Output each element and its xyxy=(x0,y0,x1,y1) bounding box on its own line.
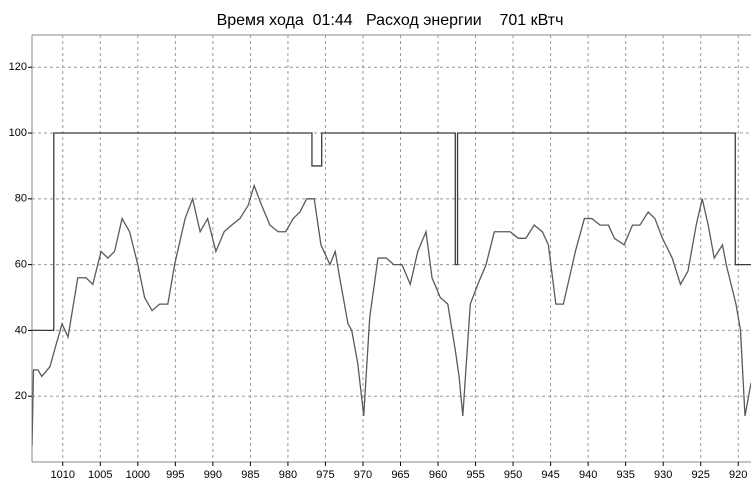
y-tick-label: 40 xyxy=(15,324,27,336)
chart-title: Время хода 01:44 Расход энергии 701 кВтч xyxy=(217,12,564,29)
x-tick-label: 990 xyxy=(204,469,222,481)
x-tick-label: 1000 xyxy=(126,469,150,481)
y-tick-label: 20 xyxy=(15,390,27,402)
y-tick-label: 80 xyxy=(15,193,27,205)
x-tick-label: 945 xyxy=(541,469,559,481)
x-tick-label: 955 xyxy=(466,469,484,481)
x-tick-label: 940 xyxy=(579,469,597,481)
x-tick-label: 920 xyxy=(729,469,747,481)
y-tick-label: 60 xyxy=(15,259,27,271)
y-tick-label: 100 xyxy=(9,127,27,139)
x-tick-label: 1005 xyxy=(88,469,112,481)
series-line xyxy=(32,183,751,446)
series-line xyxy=(32,132,751,332)
x-tick-label: 985 xyxy=(241,469,259,481)
x-tick-label: 970 xyxy=(354,469,372,481)
x-tick-label: 980 xyxy=(279,469,297,481)
x-tick-label: 935 xyxy=(616,469,634,481)
x-tick-label: 995 xyxy=(166,469,184,481)
x-tick-label: 1010 xyxy=(51,469,75,481)
x-tick-label: 965 xyxy=(391,469,409,481)
x-tick-label: 925 xyxy=(692,469,710,481)
x-tick-label: 975 xyxy=(316,469,334,481)
x-tick-label: 960 xyxy=(429,469,447,481)
x-tick-label: 950 xyxy=(504,469,522,481)
x-tick-label: 930 xyxy=(654,469,672,481)
y-tick-label: 120 xyxy=(9,61,27,73)
